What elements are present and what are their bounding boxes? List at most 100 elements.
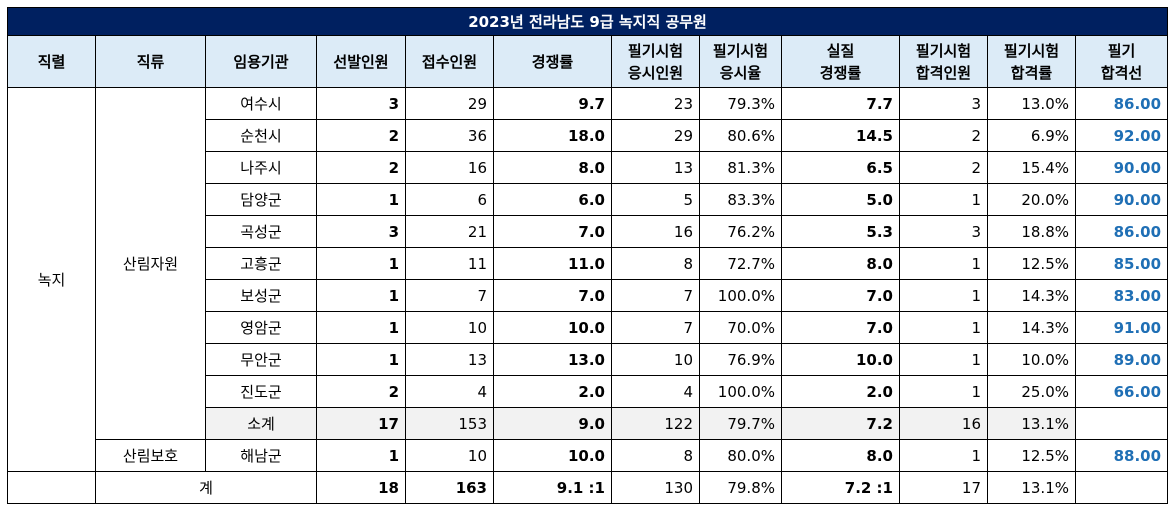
cell-pass-rate: 13.1%: [987, 471, 1076, 504]
cell-exam-takers: 4: [611, 375, 700, 408]
cell-pass-rate: 15.4%: [987, 151, 1076, 184]
cell-agency: 보성군: [205, 279, 317, 312]
cell-agency: 여수시: [205, 87, 317, 120]
cell-competition: 11.0: [493, 247, 612, 280]
cell-real-competition: 2.0: [781, 375, 900, 408]
cell-passed: 1: [899, 311, 988, 344]
cell-cutoff: 92.00: [1074, 119, 1169, 152]
cell-competition: 6.0: [493, 183, 612, 216]
header-exam-rate: 필기시험 응시율: [699, 35, 782, 88]
table-body: 녹지 산림자원 여수시 3 29 9.7 23 79.3% 7.7 3 13.0% 86.00 순천시 2…: [7, 87, 1169, 504]
header-exam-takers: 필기시험 응시인원: [611, 35, 700, 88]
cell-agency: 나주시: [205, 151, 317, 184]
cell-applied: 21: [405, 215, 494, 248]
cell-real-competition: 5.0: [781, 183, 900, 216]
cell-real-competition: 7.2: [781, 407, 900, 440]
recruitment-table: 2023년 전라남도 9급 녹지직 공무원 직렬 직류 임용기관 선발인원 접수…: [6, 7, 1169, 504]
table-row: 진도군 2 4 2.0 4 100.0% 2.0 1 25.0% 66.00: [8, 375, 1169, 408]
cell-selected: 1: [316, 439, 406, 472]
cell-real-competition: 5.3: [781, 215, 900, 248]
cell-exam-rate: 80.6%: [699, 119, 782, 152]
cell-competition: 9.1 :1: [493, 471, 612, 504]
cell-applied: 16: [405, 151, 494, 184]
table-row: 고흥군 1 11 11.0 8 72.7% 8.0 1 12.5% 85.00: [8, 247, 1169, 280]
cell-cutoff: 90.00: [1074, 151, 1169, 184]
cell-passed: 3: [899, 215, 988, 248]
cell-jikryu-forest-resource: 산림자원: [95, 87, 206, 440]
cell-exam-takers: 7: [611, 279, 700, 312]
cell-competition: 7.0: [493, 215, 612, 248]
header-line: 실질: [826, 41, 855, 60]
header-line: 합격인원: [915, 63, 972, 82]
cell-pass-rate: 12.5%: [987, 439, 1076, 472]
cell-exam-rate: 100.0%: [699, 279, 782, 312]
cell-passed: 17: [899, 471, 988, 504]
header-cutoff: 필기 합격선: [1074, 35, 1169, 88]
cell-cutoff: [1074, 471, 1169, 504]
cell-pass-rate: 25.0%: [987, 375, 1076, 408]
cell-cutoff: 90.00: [1074, 183, 1169, 216]
cell-agency: 순천시: [205, 119, 317, 152]
cell-exam-rate: 79.3%: [699, 87, 782, 120]
cell-selected: 1: [316, 279, 406, 312]
cell-competition: 8.0: [493, 151, 612, 184]
cell-agency: 소계: [205, 407, 317, 440]
cell-pass-rate: 13.0%: [987, 87, 1076, 120]
cell-exam-rate: 76.2%: [699, 215, 782, 248]
header-competition: 경쟁률: [493, 35, 612, 88]
header-line: 응시인원: [627, 63, 684, 82]
header-line: 필기시험: [1003, 41, 1060, 60]
cell-real-competition: 7.0: [781, 279, 900, 312]
cell-competition: 10.0: [493, 311, 612, 344]
cell-exam-rate: 81.3%: [699, 151, 782, 184]
cell-applied: 29: [405, 87, 494, 120]
table-row: 보성군 1 7 7.0 7 100.0% 7.0 1 14.3% 83.00: [8, 279, 1169, 312]
cell-cutoff: 89.00: [1074, 343, 1169, 376]
cell-real-competition: 6.5: [781, 151, 900, 184]
cell-passed: 16: [899, 407, 988, 440]
cell-selected: 1: [316, 183, 406, 216]
cell-agency: 곡성군: [205, 215, 317, 248]
cell-exam-rate: 76.9%: [699, 343, 782, 376]
cell-passed: 3: [899, 87, 988, 120]
cell-passed: 1: [899, 439, 988, 472]
cell-pass-rate: 18.8%: [987, 215, 1076, 248]
header-line: 합격률: [1010, 63, 1053, 82]
cell-exam-rate: 72.7%: [699, 247, 782, 280]
cell-exam-rate: 79.7%: [699, 407, 782, 440]
cell-jikryu-forest-protection: 산림보호: [95, 439, 206, 472]
cell-agency: 영암군: [205, 311, 317, 344]
cell-selected: 18: [316, 471, 406, 504]
cell-exam-takers: 8: [611, 439, 700, 472]
header-line: 필기시험: [712, 41, 769, 60]
cell-exam-takers: 122: [611, 407, 700, 440]
cell-real-competition: 8.0: [781, 247, 900, 280]
cell-exam-takers: 16: [611, 215, 700, 248]
cell-exam-takers: 8: [611, 247, 700, 280]
cell-cutoff: 86.00: [1074, 215, 1169, 248]
cell-pass-rate: 14.3%: [987, 311, 1076, 344]
cell-real-competition: 10.0: [781, 343, 900, 376]
cell-cutoff: 88.00: [1074, 439, 1169, 472]
cell-cutoff: 86.00: [1074, 87, 1169, 120]
cell-agency: 진도군: [205, 375, 317, 408]
cell-competition: 10.0: [493, 439, 612, 472]
header-agency: 임용기관: [205, 35, 317, 88]
table-row: 곡성군 3 21 7.0 16 76.2% 5.3 3 18.8% 86.00: [8, 215, 1169, 248]
cell-real-competition: 8.0: [781, 439, 900, 472]
cell-exam-rate: 80.0%: [699, 439, 782, 472]
cell-applied: 11: [405, 247, 494, 280]
header-row: 직렬 직류 임용기관 선발인원 접수인원 경쟁률 필기시험 응시인원 필기시험 응시…: [7, 35, 1169, 88]
cell-applied: 6: [405, 183, 494, 216]
cell-real-competition: 14.5: [781, 119, 900, 152]
cell-passed: 1: [899, 279, 988, 312]
cell-exam-rate: 70.0%: [699, 311, 782, 344]
cell-selected: 17: [316, 407, 406, 440]
cell-pass-rate: 14.3%: [987, 279, 1076, 312]
cell-applied: 13: [405, 343, 494, 376]
cell-passed: 1: [899, 343, 988, 376]
cell-selected: 2: [316, 119, 406, 152]
cell-competition: 7.0: [493, 279, 612, 312]
cell-pass-rate: 20.0%: [987, 183, 1076, 216]
